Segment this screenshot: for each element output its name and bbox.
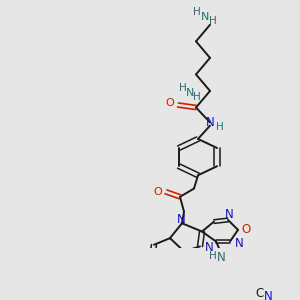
Text: N: N <box>205 241 213 254</box>
Text: O: O <box>242 223 250 236</box>
Text: N: N <box>177 213 185 226</box>
Text: C: C <box>255 287 263 300</box>
Text: H: H <box>179 83 187 94</box>
Text: O: O <box>166 98 174 107</box>
Text: H: H <box>209 250 217 260</box>
Text: O: O <box>154 187 162 197</box>
Text: N: N <box>264 290 272 300</box>
Text: H: H <box>193 7 201 16</box>
Text: N: N <box>235 237 243 250</box>
Text: N: N <box>217 251 225 265</box>
Text: N: N <box>201 11 209 22</box>
Text: N: N <box>206 116 214 129</box>
Text: H: H <box>193 92 201 102</box>
Text: H: H <box>216 122 224 131</box>
Text: N: N <box>186 88 194 98</box>
Text: H: H <box>209 16 217 26</box>
Text: N: N <box>225 208 233 221</box>
